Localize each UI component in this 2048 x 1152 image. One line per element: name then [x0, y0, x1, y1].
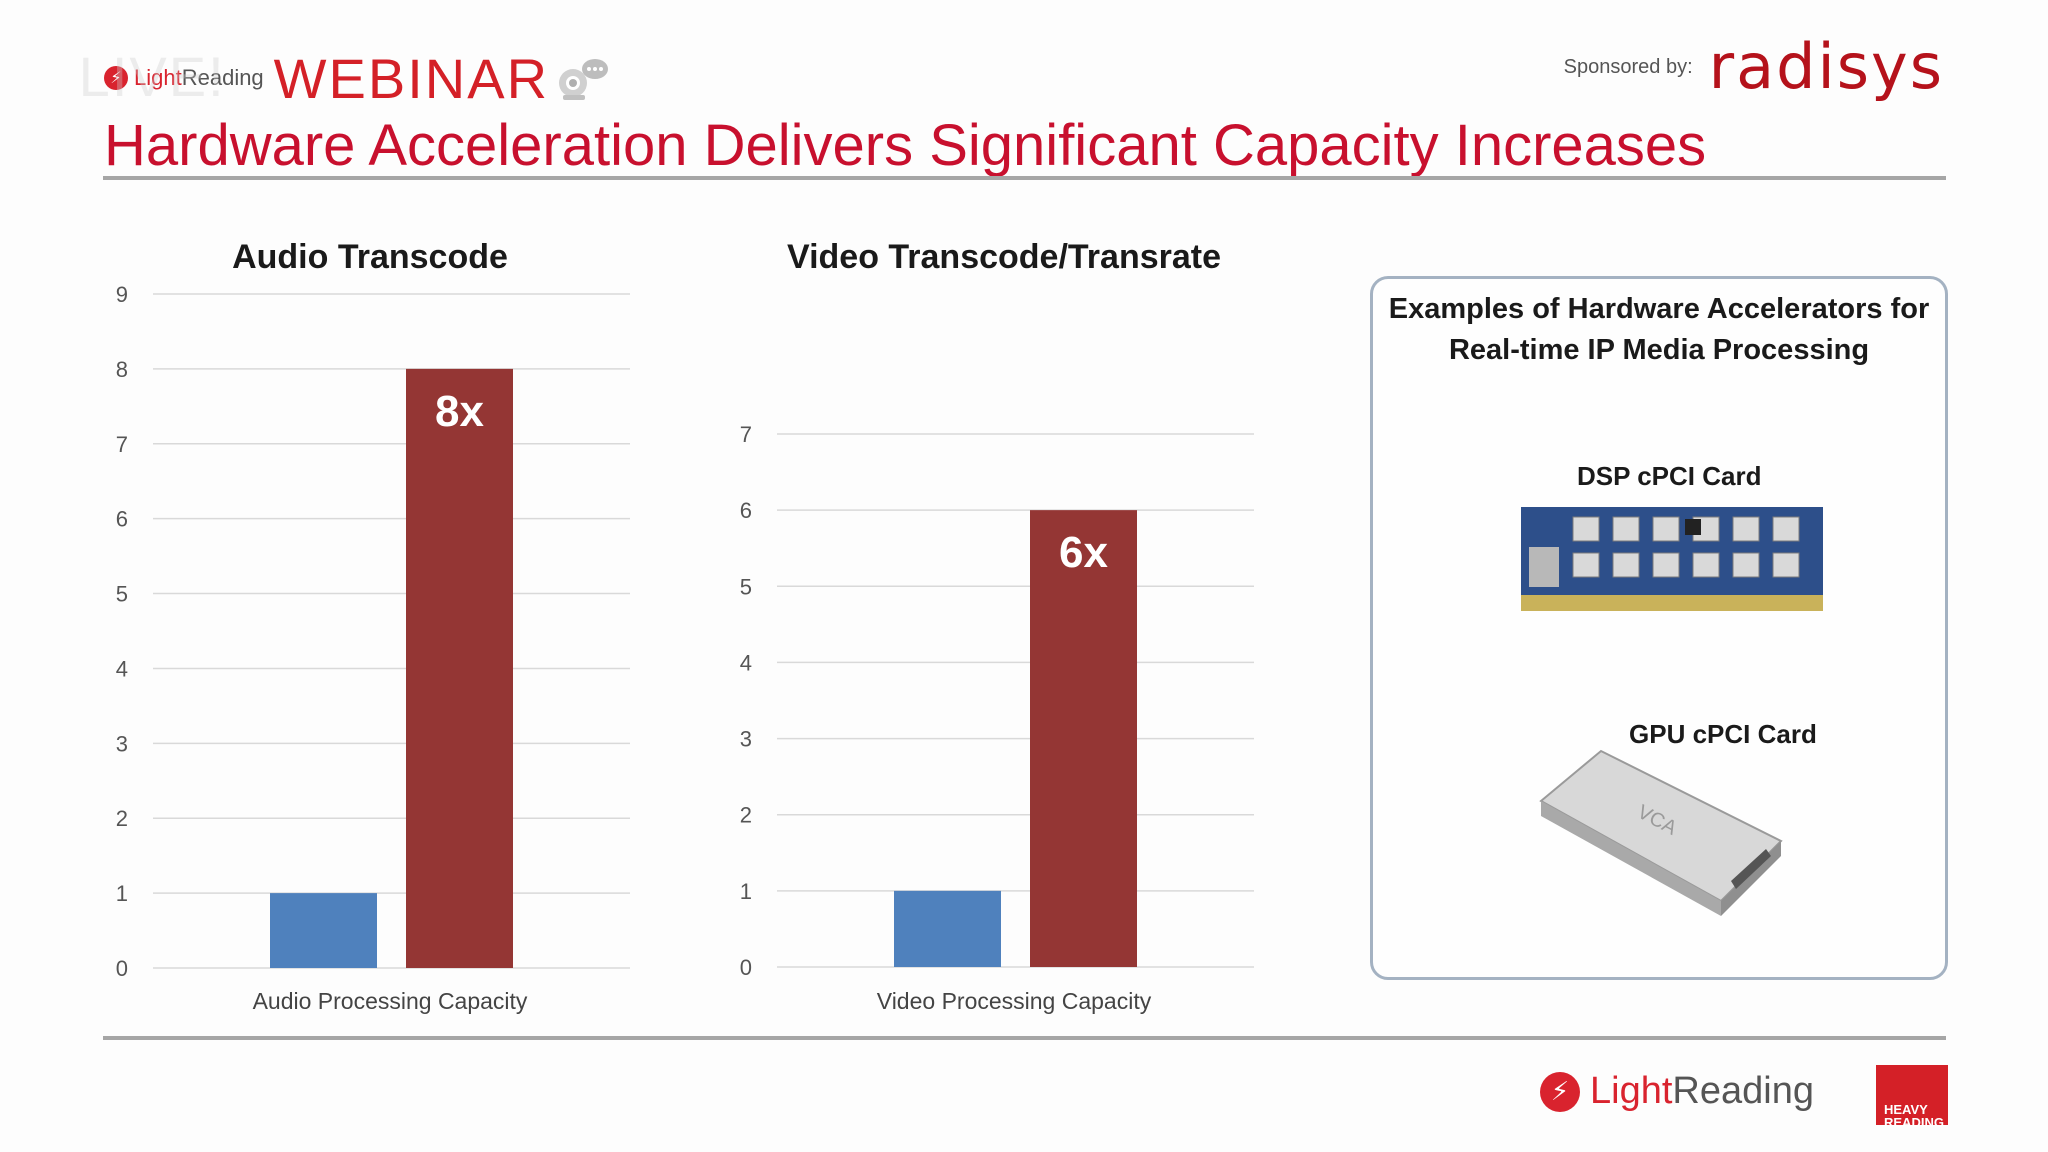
lightning-icon: ⚡: [104, 66, 128, 90]
sponsor-label: Sponsored by:: [1563, 55, 1693, 78]
bar: [1030, 510, 1137, 967]
y-tick-label: 1: [740, 879, 752, 904]
y-tick-label: 2: [116, 806, 128, 831]
slide-header: ⚡ LightReading LIVE! WEBINAR Sponsored b…: [0, 0, 2048, 190]
y-tick-label: 7: [116, 432, 128, 457]
audio-transcode-chart: Audio Transcode 0 1 2 3 4 5 6 7 8 9 8x Audio Process…: [100, 230, 660, 1020]
video-transcode-chart: Video Transcode/Transrate 0 1 2 3 4 5 6 7 6x Video…: [724, 230, 1284, 1020]
y-tick-label: 5: [740, 574, 752, 599]
radisys-logo: radisys: [1708, 30, 1944, 103]
y-tick-label: 9: [116, 282, 128, 307]
y-tick-label: 0: [116, 956, 128, 981]
x-axis-label: Audio Processing Capacity: [253, 988, 528, 1014]
bar: [406, 368, 513, 968]
lightning-icon: ⚡: [1540, 1071, 1580, 1112]
y-tick-label: 7: [740, 422, 752, 447]
y-tick-label: 8: [116, 357, 128, 382]
slide-title: Hardware Acceleration Delivers Significa…: [104, 113, 1707, 178]
y-tick-label: 3: [116, 731, 128, 756]
y-tick-label: 6: [740, 498, 752, 523]
y-tick-label: 5: [116, 582, 128, 607]
footer-divider: [103, 1036, 1946, 1040]
header-divider: [103, 176, 1946, 180]
y-tick-label: 2: [740, 803, 752, 828]
y-tick-label: 0: [740, 955, 752, 980]
dsp-card-image: [1521, 507, 1823, 611]
video-chart-svg: Video Transcode/Transrate 0 1 2 3 4 5 6 7 6x Video…: [740, 238, 1254, 1014]
y-tick-label: 4: [740, 650, 752, 675]
gpu-card-label: GPU cPCI Card: [1629, 719, 1817, 749]
bar: [270, 893, 377, 968]
chart-title: Video Transcode/Transrate: [787, 238, 1221, 276]
y-tick-label: 6: [116, 507, 128, 532]
y-tick-label: 3: [740, 727, 752, 752]
audio-chart-svg: Audio Transcode 0 1 2 3 4 5 6 7 8 9 8x Audio Process…: [116, 238, 630, 1014]
footer-lightreading-logo: ⚡ LightReading: [1540, 1070, 1814, 1113]
bar-data-label: 8x: [435, 387, 484, 436]
examples-title: Examples of Hardware Accelerators for Re…: [1388, 293, 1930, 366]
sponsor-block: Sponsored by: radisys: [1564, 32, 1944, 102]
gpu-card-image: VCA: [1539, 749, 1783, 916]
webinar-brand: ⚡ LightReading LIVE! WEBINAR: [78, 44, 609, 110]
webcam-chat-icon: [559, 59, 609, 100]
lightreading-logo: ⚡ LightReading: [104, 65, 264, 91]
live-ghost-text: LIVE!: [78, 44, 226, 108]
chart-title: Audio Transcode: [232, 238, 508, 276]
dsp-card-label: DSP cPCI Card: [1577, 461, 1762, 491]
bar: [894, 890, 1001, 967]
y-tick-label: 4: [116, 656, 128, 681]
heavy-reading-logo: HEAVY READING: [1876, 1065, 1948, 1129]
bar-data-label: 6x: [1059, 528, 1108, 577]
y-tick-label: 1: [116, 881, 128, 906]
hardware-examples-panel: Examples of Hardware Accelerators for Re…: [1370, 276, 1948, 980]
webinar-wordmark: LIVE! WEBINAR: [78, 44, 550, 110]
x-axis-label: Video Processing Capacity: [877, 988, 1152, 1014]
